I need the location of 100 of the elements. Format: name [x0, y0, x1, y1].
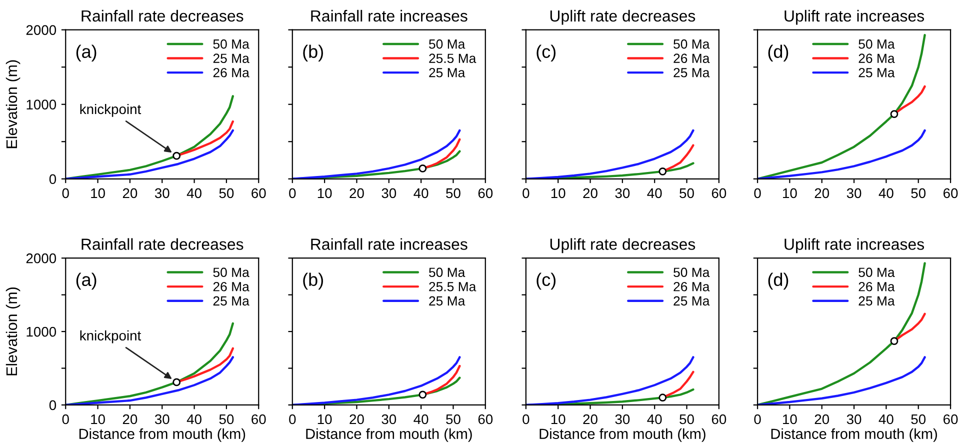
legend-label: 26 Ma: [674, 282, 710, 292]
legend-label: 26 Ma: [858, 54, 895, 64]
x-tick-label: 60: [944, 414, 958, 424]
legend-label: 50 Ma: [213, 268, 250, 278]
legend-label: 50 Ma: [674, 268, 710, 278]
x-tick-label: 10: [783, 414, 797, 424]
line-series: [66, 356, 234, 405]
x-tick-label: 50: [680, 414, 694, 424]
x-tick-label: 50: [219, 188, 234, 198]
x-tick-label: 30: [154, 188, 170, 198]
x-tick-label: 50: [219, 414, 234, 424]
legend-label: 26 Ma: [213, 282, 250, 292]
x-tick-label: 0: [62, 188, 69, 198]
y-tick-label: 1000: [26, 326, 56, 337]
x-tick-label: 30: [615, 414, 630, 424]
x-tick-label: 30: [615, 188, 630, 198]
x-tick-label: 0: [289, 414, 296, 424]
legend-label: 50 Ma: [213, 39, 250, 49]
annotation: (c): [536, 272, 556, 290]
annotation: (b): [303, 44, 323, 62]
legend-label: 50 Ma: [858, 39, 895, 49]
x-tick-label: 60: [478, 414, 493, 424]
x-axis-title: Distance from mouth (km): [306, 428, 472, 442]
x-tick-label: 40: [647, 188, 662, 198]
x-tick-label: 10: [318, 188, 332, 198]
legend-label: 25 Ma: [429, 68, 466, 78]
legend-label: 50 Ma: [429, 268, 466, 278]
x-tick-label: 40: [878, 188, 894, 198]
x-tick-label: 40: [878, 414, 894, 424]
chart-title: Uplift rate decreases: [550, 10, 696, 25]
x-tick-label: 20: [122, 188, 138, 198]
legend-label: 26 Ma: [858, 282, 895, 292]
x-tick-label: 30: [154, 414, 170, 424]
x-tick-label: 50: [911, 414, 926, 424]
x-tick-label: 50: [446, 188, 460, 198]
legend-label: 25 Ma: [674, 68, 710, 78]
annotation: (b): [303, 272, 323, 290]
x-tick-label: 20: [350, 414, 364, 424]
x-tick-label: 60: [944, 188, 958, 198]
x-tick-label: 0: [522, 188, 530, 198]
chart-title: Uplift rate increases: [784, 238, 924, 254]
x-tick-label: 40: [414, 414, 428, 424]
annotation: (d): [768, 272, 788, 290]
x-axis-title: Distance from mouth (km): [771, 428, 937, 442]
chart-title: Rainfall rate increases: [311, 238, 468, 250]
x-tick-label: 60: [478, 188, 493, 198]
legend-label: 25.5 Ma: [429, 54, 476, 64]
annotation: (a): [76, 44, 96, 62]
annotation: (a): [76, 272, 96, 290]
x-tick-label: 10: [318, 414, 332, 424]
x-tick-label: 0: [522, 414, 530, 424]
legend-label: 25 Ma: [213, 296, 250, 306]
y-axis-title: Elevation (m): [6, 287, 20, 376]
y-axis-title: Elevation (m): [6, 60, 20, 148]
chart-title: Rainfall rate decreases: [82, 10, 244, 22]
x-axis-title: Distance from mouth (km): [79, 428, 246, 442]
y-tick-label: 1000: [26, 100, 56, 110]
x-tick-label: 20: [814, 188, 830, 198]
y-tick-label: 2000: [26, 253, 56, 264]
legend-label: 25 Ma: [858, 68, 895, 78]
x-tick-label: 40: [186, 414, 202, 424]
x-tick-label: 0: [754, 414, 761, 424]
legend-label: 26 Ma: [674, 54, 710, 64]
x-tick-label: 20: [583, 188, 598, 198]
x-tick-label: 20: [122, 414, 138, 424]
x-tick-label: 10: [91, 188, 105, 198]
x-tick-label: 30: [846, 188, 862, 198]
chart-title: Uplift rate increases: [784, 10, 924, 25]
x-tick-label: 0: [62, 414, 69, 424]
y-tick-label: 2000: [26, 25, 56, 35]
x-tick-label: 60: [712, 188, 726, 198]
annotation: knickpoint: [80, 104, 142, 117]
x-tick-label: 20: [814, 414, 830, 424]
x-tick-label: 60: [252, 188, 266, 198]
x-tick-label: 10: [551, 188, 566, 198]
x-tick-label: 50: [446, 414, 460, 424]
x-tick-label: 40: [647, 414, 662, 424]
x-tick-label: 40: [186, 188, 202, 198]
legend-label: 25 Ma: [858, 296, 895, 306]
chart-title: Uplift rate decreases: [550, 238, 696, 254]
legend-label: 25 Ma: [674, 296, 710, 306]
annotation: (d): [768, 44, 788, 62]
x-tick-label: 10: [783, 188, 797, 198]
legend-label: 25 Ma: [429, 296, 466, 306]
x-tick-label: 60: [712, 414, 726, 424]
x-tick-label: 50: [911, 188, 926, 198]
legend-label: 50 Ma: [674, 39, 710, 49]
line-series: [66, 322, 234, 405]
annotation: (c): [536, 44, 556, 62]
x-tick-label: 50: [680, 188, 694, 198]
legend-label: 50 Ma: [858, 268, 895, 278]
x-tick-label: 30: [846, 414, 862, 424]
y-tick-label: 0: [49, 400, 56, 410]
legend-label: 25 Ma: [213, 54, 250, 64]
line-series: [66, 129, 234, 179]
y-tick-label: 0: [49, 174, 56, 184]
chart-title: Rainfall rate increases: [311, 10, 468, 22]
x-tick-label: 0: [754, 188, 761, 198]
annotation: knickpoint: [80, 330, 142, 344]
legend-label: 26 Ma: [213, 68, 250, 78]
